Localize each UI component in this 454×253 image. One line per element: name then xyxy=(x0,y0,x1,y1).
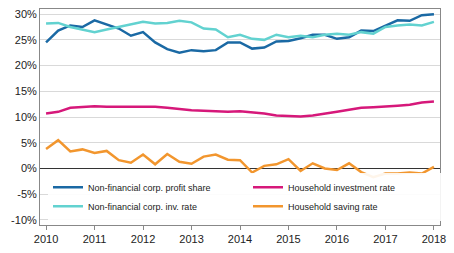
svg-text:2010: 2010 xyxy=(34,233,58,245)
svg-text:25%: 25% xyxy=(15,34,37,46)
svg-text:30%: 30% xyxy=(15,8,37,20)
svg-text:2014: 2014 xyxy=(228,233,252,245)
svg-text:Household investment rate: Household investment rate xyxy=(288,183,395,193)
svg-text:Non-financial corp. profit sha: Non-financial corp. profit share xyxy=(88,183,211,193)
svg-text:Household saving rate: Household saving rate xyxy=(288,202,378,212)
svg-text:2012: 2012 xyxy=(131,233,155,245)
svg-text:5%: 5% xyxy=(21,137,37,149)
svg-text:2016: 2016 xyxy=(325,233,349,245)
svg-text:15%: 15% xyxy=(15,85,37,97)
svg-text:2015: 2015 xyxy=(276,233,300,245)
svg-text:2011: 2011 xyxy=(83,233,107,245)
svg-text:-10%: -10% xyxy=(11,214,37,226)
svg-text:0%: 0% xyxy=(21,162,37,174)
svg-text:10%: 10% xyxy=(15,111,37,123)
svg-text:2013: 2013 xyxy=(179,233,203,245)
svg-text:2018: 2018 xyxy=(422,233,446,245)
svg-text:Non-financial corp. inv. rate: Non-financial corp. inv. rate xyxy=(88,202,197,212)
svg-text:2017: 2017 xyxy=(373,233,397,245)
svg-text:20%: 20% xyxy=(15,59,37,71)
svg-text:-5%: -5% xyxy=(17,188,37,200)
